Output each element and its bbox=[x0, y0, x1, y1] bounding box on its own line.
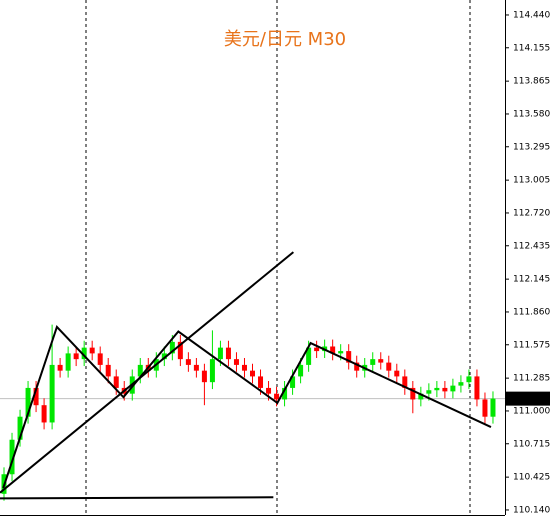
candle-body bbox=[17, 416, 23, 440]
y-tick-label: 113.005 bbox=[513, 176, 550, 186]
candle-body bbox=[209, 359, 215, 383]
candle-body bbox=[314, 347, 320, 352]
candle-body bbox=[450, 385, 456, 392]
y-tick-label: 111.285 bbox=[513, 374, 550, 384]
candle-body bbox=[201, 370, 207, 383]
y-tick-label: 110.140 bbox=[513, 505, 550, 515]
candle-body bbox=[490, 398, 496, 417]
candle-body bbox=[105, 364, 111, 377]
last-price-box bbox=[506, 391, 550, 406]
y-tick-label: 112.145 bbox=[513, 275, 550, 285]
candle-body bbox=[185, 359, 191, 365]
candle-body bbox=[306, 347, 312, 365]
trend-line bbox=[0, 496, 274, 500]
chart-title: 美元/日元 M30 bbox=[224, 29, 346, 50]
candle-body bbox=[474, 376, 480, 400]
candle-body bbox=[33, 387, 39, 406]
y-tick-label: 114.155 bbox=[513, 43, 550, 53]
candle-body bbox=[426, 390, 432, 394]
candle-body bbox=[233, 359, 239, 365]
candle-body bbox=[434, 387, 440, 391]
y-tick-label: 113.865 bbox=[513, 77, 550, 87]
candle-body bbox=[394, 370, 400, 377]
candle-body bbox=[370, 359, 376, 365]
candle-body bbox=[97, 353, 103, 365]
candle-body bbox=[402, 376, 408, 388]
y-tick-label: 111.575 bbox=[513, 340, 550, 350]
y-tick-label: 110.425 bbox=[513, 473, 550, 483]
candle-body bbox=[354, 362, 360, 371]
candle-body bbox=[282, 387, 288, 400]
candle-body bbox=[161, 353, 167, 360]
candle-body bbox=[169, 341, 175, 354]
last-price-label: 111.107 bbox=[511, 394, 548, 404]
candle-body bbox=[378, 359, 384, 363]
candle-body bbox=[298, 364, 304, 377]
candle-body bbox=[49, 364, 55, 423]
candle-body bbox=[266, 387, 272, 394]
candle-body bbox=[290, 376, 296, 388]
candle-body bbox=[217, 347, 223, 360]
y-tick-label: 113.580 bbox=[513, 109, 550, 119]
candle-body bbox=[81, 347, 87, 360]
y-tick-label: 113.295 bbox=[513, 142, 550, 152]
candle-body bbox=[113, 376, 119, 388]
y-tick-label: 114.440 bbox=[513, 10, 550, 20]
candle-body bbox=[386, 362, 392, 371]
candle-body bbox=[258, 376, 264, 388]
y-tick-label: 111.860 bbox=[513, 307, 550, 317]
candle-body bbox=[442, 387, 448, 392]
candle-body bbox=[73, 353, 79, 360]
candle-body bbox=[346, 351, 352, 363]
candle-body bbox=[410, 387, 416, 400]
y-tick-label: 110.715 bbox=[513, 439, 550, 449]
candle-body bbox=[225, 347, 231, 360]
candle-body bbox=[458, 382, 464, 386]
candle-body bbox=[177, 341, 183, 360]
y-tick-label: 112.720 bbox=[513, 208, 550, 218]
candle-body bbox=[482, 399, 488, 417]
candle-body bbox=[466, 376, 472, 383]
candle-body bbox=[338, 351, 344, 354]
candle-body bbox=[250, 370, 255, 377]
candle-body bbox=[137, 364, 143, 377]
candle-body bbox=[193, 364, 199, 371]
trend-line bbox=[0, 251, 295, 494]
plot bbox=[0, 251, 505, 501]
candle-body bbox=[41, 405, 47, 423]
candle-body bbox=[89, 347, 95, 354]
candle-body bbox=[57, 364, 63, 371]
trend-line bbox=[2, 325, 492, 489]
candle-body bbox=[25, 387, 31, 417]
candle-body bbox=[241, 364, 247, 371]
y-tick-label: 112.435 bbox=[513, 241, 550, 251]
candle-body bbox=[9, 439, 15, 475]
candle-body bbox=[330, 346, 336, 354]
candle-body bbox=[418, 393, 424, 400]
candle-body bbox=[274, 393, 280, 400]
candle-body bbox=[65, 353, 71, 371]
y-tick-label: 111.000 bbox=[513, 406, 550, 416]
